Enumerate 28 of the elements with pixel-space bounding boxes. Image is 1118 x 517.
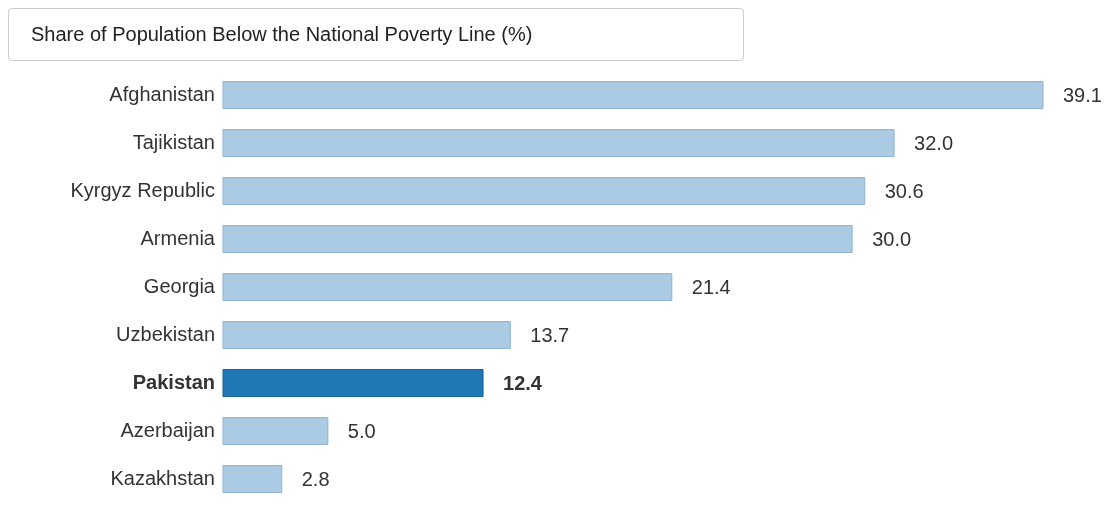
bar <box>222 129 895 158</box>
data-label: 13.7 <box>530 324 570 347</box>
y-tick-label: Azerbaijan <box>120 419 215 441</box>
data-label: 5.0 <box>347 420 376 443</box>
y-tick-label: Pakistan <box>132 371 215 393</box>
y-tick-label: Georgia <box>143 275 216 297</box>
data-label: 12.4 <box>503 372 543 395</box>
y-tick-label: Tajikistan <box>132 131 215 153</box>
bar <box>222 321 511 350</box>
y-tick-label: Kazakhstan <box>110 467 215 489</box>
data-label: 21.4 <box>691 276 731 299</box>
data-label: 30.6 <box>884 180 924 203</box>
data-label: 2.8 <box>301 468 330 491</box>
y-tick-label: Kyrgyz Republic <box>70 179 215 201</box>
bar <box>222 81 1044 110</box>
bar <box>222 369 484 398</box>
chart-title: Share of Population Below the National Poverty Line (%) <box>8 8 744 61</box>
bar <box>222 225 853 254</box>
data-label: 30.0 <box>872 228 912 251</box>
bar <box>222 177 866 206</box>
y-tick-label: Armenia <box>140 227 216 249</box>
bar <box>222 465 283 494</box>
y-tick-label: Afghanistan <box>109 83 215 105</box>
bar <box>222 417 329 446</box>
y-tick-label: Uzbekistan <box>116 323 215 345</box>
data-label: 39.1 <box>1063 84 1102 107</box>
data-label: 32.0 <box>914 132 954 155</box>
bar <box>222 273 673 302</box>
